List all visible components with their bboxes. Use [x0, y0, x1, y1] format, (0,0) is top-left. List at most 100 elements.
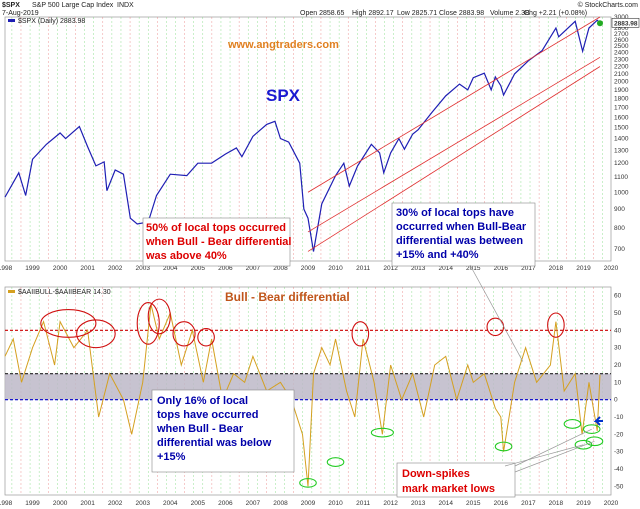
indicator-x-tick-label: 2020 [604, 500, 619, 507]
price-legend: $SPX (Daily) 2883.98 [8, 18, 85, 25]
indicator-x-tick-label: 2012 [383, 500, 398, 507]
price-x-tick-label: 2007 [246, 265, 261, 272]
price-y-tick-label: 2500 [614, 43, 629, 50]
price-y-tick-label: 1400 [614, 136, 629, 143]
low-marker-ellipse [582, 424, 601, 435]
spx-price-line [4, 19, 601, 252]
price-y-tick-label: 2300 [614, 56, 629, 63]
price-x-tick-label: 2000 [53, 265, 68, 272]
box4-line1: Down-spikes [402, 468, 470, 480]
price-legend-label: $SPX (Daily) 2883.98 [18, 18, 85, 25]
stockcharts-watermark: © StockCharts.com [578, 1, 639, 9]
indicator-legend-swatch [8, 290, 15, 293]
price-y-tick-label: 2000 [614, 79, 629, 86]
open-value: Open 2858.65 [300, 10, 344, 17]
indicator-x-tick-label: 2009 [301, 500, 316, 507]
indicator-y-tick-label: -40 [614, 466, 624, 473]
price-x-tick-label: 2020 [604, 265, 619, 272]
price-x-tick-label: 2010 [328, 265, 343, 272]
trend-channel-line [307, 16, 601, 193]
annotation-pointer-line [514, 428, 592, 467]
box3-line3: when Bull - Bear [156, 423, 244, 435]
indicator-x-tick-label: 1999 [25, 500, 40, 507]
bull-bear-differential-line [4, 304, 601, 487]
price-y-tick-label: 1300 [614, 147, 629, 154]
price-layer [4, 16, 601, 252]
indicator-x-tick-label: 1998 [0, 500, 13, 507]
low-marker-ellipse [585, 436, 604, 447]
price-y-tick-label: 900 [614, 206, 625, 213]
spx-title: SPX [266, 86, 301, 105]
price-x-tick-label: 2009 [301, 265, 316, 272]
indicator-x-tick-label: 2003 [135, 500, 150, 507]
price-y-tick-label: 1200 [614, 160, 629, 167]
box3-line2: tops have occurred [157, 409, 258, 421]
price-x-tick-label: 2011 [356, 265, 370, 272]
low-marker-ellipse [370, 427, 394, 438]
last-price-badge [611, 17, 640, 28]
price-y-tick-label: 1100 [614, 174, 628, 181]
box1-line3: was above 40% [145, 250, 227, 262]
price-y-tick-label: 2400 [614, 50, 629, 57]
indicator-y-tick-label: 10 [614, 379, 622, 386]
date-label: 7-Aug-2019 [2, 10, 39, 17]
price-y-tick-label: 700 [614, 246, 625, 253]
indicator-x-tick-label: 2019 [576, 500, 591, 507]
indicator-x-tick-label: 2008 [273, 500, 288, 507]
trend-channel-line [307, 56, 601, 233]
price-x-tick-label: 2013 [411, 265, 426, 272]
low-marker-ellipse [563, 419, 582, 429]
price-y-tick-label: 1500 [614, 125, 629, 132]
annotation-pointers [469, 264, 603, 473]
price-x-tick-label: 2019 [576, 265, 591, 272]
low-marker-ellipse [494, 441, 513, 452]
top-marker-ellipse [76, 319, 116, 349]
price-x-tick-label: 2015 [466, 265, 481, 272]
low-marker-ellipse [574, 439, 593, 450]
price-y-tick-label: 1800 [614, 95, 629, 102]
indicator-x-tick-label: 2007 [246, 500, 261, 507]
price-y-tick-label: 2200 [614, 63, 629, 70]
box2-line1: 30% of local tops have [396, 207, 514, 219]
price-x-tick-label: 2006 [218, 265, 233, 272]
top-marker-ellipse [351, 321, 370, 347]
price-x-tick-label: 1998 [0, 265, 13, 272]
price-y-tick-label: 2100 [614, 71, 629, 78]
price-x-tick-label: 2003 [135, 265, 150, 272]
box3-line5: +15% [157, 451, 186, 463]
index-name: S&P 500 Large Cap Index [32, 2, 114, 9]
indicator-layer [4, 304, 601, 487]
price-y-tick-label: 1000 [614, 189, 629, 196]
exchange-label: INDX [117, 2, 134, 9]
box2-line4: +15% and +40% [396, 249, 479, 261]
indicator-y-tick-label: 40 [614, 327, 622, 334]
indicator-y-tick-label: -50 [614, 483, 624, 490]
low-marker-ellipse [299, 477, 317, 488]
indicator-y-tick-label: 30 [614, 345, 622, 352]
annotation-pointer-line [469, 264, 524, 362]
top-marker-ellipse [547, 312, 565, 338]
website-annotation: www.angtraders.com [227, 39, 339, 51]
annotation-box-above-40: 50% of local tops occurred when Bull - Be… [142, 217, 291, 267]
top-marker-ellipse [147, 298, 171, 335]
price-x-tick-label: 2018 [549, 265, 564, 272]
indicator-legend: $AAIIBULL-$AAIIBEAR 14.30 [8, 289, 111, 296]
indicator-y-tick-label: -10 [614, 414, 624, 421]
last-price-dot [596, 20, 603, 27]
price-y-tick-label: 1700 [614, 105, 629, 112]
price-x-tick-label: 2014 [438, 265, 453, 272]
price-x-tick-label: 2002 [108, 265, 123, 272]
indicator-x-tick-label: 2011 [356, 500, 370, 507]
top-marker-ellipse [136, 302, 160, 345]
volume-value: Volume 2.3B [490, 10, 530, 17]
price-legend-swatch [8, 19, 15, 22]
low-value: Low 2825.71 [397, 10, 437, 17]
price-y-tick-label: 2600 [614, 37, 629, 44]
price-y-tick-label: 1900 [614, 87, 629, 94]
price-y-tick-label: 800 [614, 225, 625, 232]
indicator-y-tick-label: 50 [614, 310, 622, 317]
trend-channel-line [307, 66, 601, 252]
indicator-x-tick-label: 2015 [466, 500, 481, 507]
